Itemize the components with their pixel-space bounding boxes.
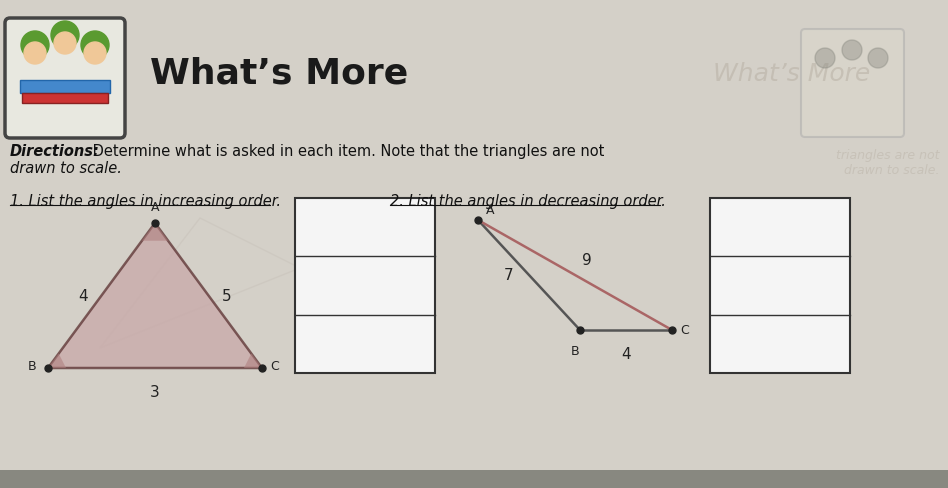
Text: triangles are not
drawn to scale.: triangles are not drawn to scale. xyxy=(836,149,940,177)
Circle shape xyxy=(84,43,106,65)
Text: 9: 9 xyxy=(582,253,592,268)
Text: 3: 3 xyxy=(150,384,160,399)
Text: Determine what is asked in each item. Note that the triangles are not: Determine what is asked in each item. No… xyxy=(88,143,605,159)
Circle shape xyxy=(81,32,109,60)
Polygon shape xyxy=(48,354,66,368)
Text: What’s More: What’s More xyxy=(150,57,409,91)
FancyBboxPatch shape xyxy=(801,30,904,138)
Text: 5: 5 xyxy=(222,288,231,304)
Text: 2. List the angles in decreasing order.: 2. List the angles in decreasing order. xyxy=(390,194,665,208)
Text: drawn to scale.: drawn to scale. xyxy=(10,161,122,176)
FancyBboxPatch shape xyxy=(5,19,125,139)
Text: C: C xyxy=(680,324,689,337)
Text: 7: 7 xyxy=(504,268,514,283)
Polygon shape xyxy=(22,94,108,104)
Circle shape xyxy=(51,22,79,50)
Polygon shape xyxy=(142,224,168,241)
Text: A: A xyxy=(151,201,159,214)
Circle shape xyxy=(54,33,76,55)
Text: Directions:: Directions: xyxy=(10,143,100,159)
Text: 4: 4 xyxy=(621,346,630,361)
Polygon shape xyxy=(244,354,262,368)
Circle shape xyxy=(24,43,46,65)
Bar xyxy=(710,199,850,373)
Circle shape xyxy=(868,49,888,69)
Text: 4: 4 xyxy=(79,288,88,304)
Text: A: A xyxy=(486,203,495,217)
Polygon shape xyxy=(48,224,262,368)
Text: C: C xyxy=(270,360,279,373)
Circle shape xyxy=(815,49,835,69)
Text: What’s More: What’s More xyxy=(713,62,870,86)
Bar xyxy=(0,470,948,488)
Text: B: B xyxy=(27,360,36,373)
Text: 1. List the angles in increasing order.: 1. List the angles in increasing order. xyxy=(10,194,281,208)
Text: B: B xyxy=(571,345,579,357)
Polygon shape xyxy=(20,81,110,94)
Bar xyxy=(295,199,435,373)
Circle shape xyxy=(21,32,49,60)
Circle shape xyxy=(842,41,862,61)
